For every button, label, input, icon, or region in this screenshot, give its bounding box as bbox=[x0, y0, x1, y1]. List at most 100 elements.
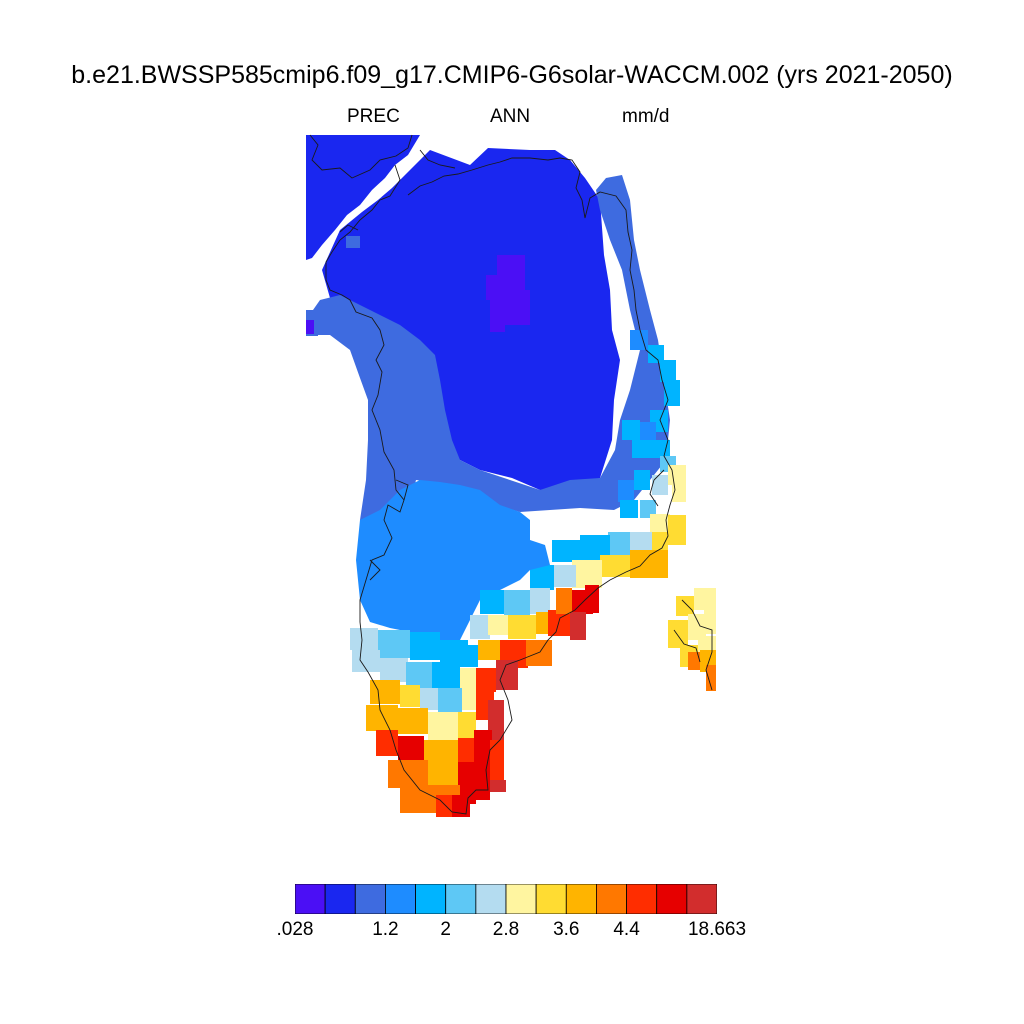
grid-cell bbox=[474, 760, 490, 800]
grid-cell bbox=[474, 730, 492, 760]
grid-cell bbox=[632, 440, 652, 458]
grid-region bbox=[486, 255, 530, 332]
variable-label: PREC bbox=[347, 106, 400, 127]
colorbar-swatch bbox=[686, 884, 717, 914]
season-label: ANN bbox=[490, 106, 531, 127]
coastline bbox=[309, 134, 713, 815]
grid-cell bbox=[458, 712, 476, 738]
grid-cell bbox=[640, 500, 656, 518]
coastline-path bbox=[649, 469, 665, 507]
colorbar-swatch bbox=[385, 884, 416, 914]
grid-cell bbox=[530, 588, 550, 614]
grid-cell bbox=[630, 550, 668, 578]
colorbar-swatch bbox=[354, 884, 386, 914]
grid-cell bbox=[420, 688, 438, 710]
grid-region bbox=[356, 480, 550, 648]
colorbar bbox=[295, 884, 717, 914]
grid-cell bbox=[672, 480, 686, 502]
colorbar-swatches bbox=[295, 884, 717, 914]
grid-cell bbox=[660, 360, 676, 382]
grid-cell bbox=[650, 532, 668, 552]
grid-cell bbox=[380, 658, 408, 682]
grid-cell bbox=[462, 688, 478, 710]
grid-cell bbox=[630, 532, 652, 554]
grid-cell bbox=[556, 588, 572, 614]
colorbar-swatch bbox=[415, 884, 447, 914]
colorbar-swatch bbox=[656, 884, 688, 914]
grid-cell bbox=[424, 740, 458, 768]
grid-cell bbox=[458, 738, 476, 762]
grid-cell bbox=[504, 590, 530, 616]
coastline-path bbox=[673, 629, 701, 663]
grid-cell bbox=[600, 555, 630, 577]
colorbar-tick-label: 2.8 bbox=[492, 919, 520, 940]
grid-cell bbox=[398, 708, 428, 734]
grid-cell bbox=[438, 688, 462, 712]
grid-region bbox=[322, 148, 620, 490]
grid-cell bbox=[572, 560, 602, 588]
grid-cell bbox=[622, 420, 640, 440]
grid-cell bbox=[460, 645, 478, 667]
units-label: mm/d bbox=[622, 106, 670, 127]
grid-cell bbox=[352, 650, 380, 672]
coastline-path bbox=[395, 479, 409, 501]
grid-cell bbox=[476, 668, 496, 692]
grid-cell bbox=[490, 780, 506, 792]
grid-cell bbox=[350, 628, 378, 650]
grid-cell bbox=[630, 330, 648, 350]
colorbar-tick-label: 18.663 bbox=[687, 919, 747, 940]
map-cells bbox=[306, 135, 716, 817]
grid-cell bbox=[400, 685, 420, 707]
grid-cell bbox=[526, 640, 552, 666]
colorbar-tick-label: .028 bbox=[276, 919, 314, 940]
grid-cell bbox=[410, 632, 440, 660]
colorbar-swatch bbox=[596, 884, 627, 914]
grid-cell bbox=[376, 730, 398, 756]
grid-cell bbox=[432, 662, 460, 690]
grid-cell bbox=[620, 500, 638, 518]
grid-cell bbox=[618, 480, 634, 502]
grid-cell bbox=[388, 760, 428, 788]
grid-cell bbox=[634, 470, 650, 490]
grid-cell bbox=[704, 610, 716, 634]
colorbar-swatch bbox=[626, 884, 658, 914]
grid-cell bbox=[570, 612, 586, 640]
grid-cell bbox=[552, 565, 576, 587]
grid-cell bbox=[652, 475, 668, 495]
grid-cell bbox=[306, 320, 314, 334]
grid-cell bbox=[378, 630, 410, 658]
colorbar-swatch bbox=[565, 884, 597, 914]
grid-cell bbox=[490, 740, 504, 782]
grid-cell bbox=[552, 540, 582, 562]
grid-cell bbox=[668, 620, 688, 648]
colorbar-swatch bbox=[535, 884, 567, 914]
grid-cell bbox=[496, 660, 518, 690]
colorbar-swatch bbox=[445, 884, 477, 914]
colorbar-swatch bbox=[324, 884, 356, 914]
grid-cell bbox=[458, 762, 476, 804]
coastline-path bbox=[325, 157, 676, 815]
grid-cell bbox=[664, 380, 680, 406]
grid-cell bbox=[470, 615, 490, 639]
grid-region bbox=[306, 135, 420, 260]
coastline-path bbox=[309, 134, 413, 179]
colorbar-swatch bbox=[475, 884, 507, 914]
grid-cell bbox=[668, 515, 686, 545]
grid-cell bbox=[706, 665, 716, 691]
colorbar-tick-label: 4.4 bbox=[613, 919, 640, 940]
grid-cell bbox=[366, 705, 398, 731]
coastline-path bbox=[339, 224, 359, 233]
grid-cell bbox=[406, 662, 434, 688]
grid-cell bbox=[508, 615, 536, 639]
grid-cell bbox=[688, 614, 706, 640]
grid-cell bbox=[478, 640, 502, 660]
grid-cell bbox=[346, 236, 360, 248]
colorbar-swatch bbox=[505, 884, 537, 914]
grid-cell bbox=[676, 596, 694, 616]
grid-cell bbox=[585, 585, 599, 613]
colorbar-tick-label: 2 bbox=[440, 919, 451, 940]
grid-cell bbox=[608, 532, 630, 556]
grid-cell bbox=[694, 588, 716, 610]
grid-cell bbox=[452, 795, 470, 817]
grid-cell bbox=[648, 345, 664, 363]
